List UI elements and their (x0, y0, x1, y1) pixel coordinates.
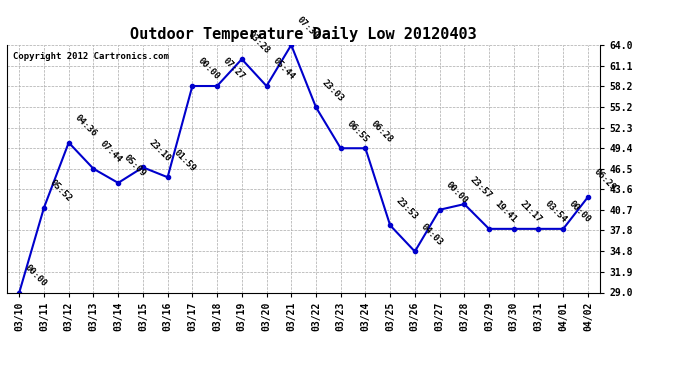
Text: 07:30: 07:30 (295, 15, 321, 41)
Text: 07:27: 07:27 (221, 57, 246, 82)
Text: 00:00: 00:00 (567, 200, 593, 225)
Text: 23:10: 23:10 (147, 138, 172, 163)
Text: 01:59: 01:59 (172, 148, 197, 173)
Text: 06:28: 06:28 (370, 119, 395, 144)
Text: 05:44: 05:44 (270, 57, 296, 82)
Text: 21:17: 21:17 (518, 200, 543, 225)
Text: 23:03: 23:03 (320, 78, 346, 103)
Text: 00:00: 00:00 (23, 263, 49, 288)
Text: 06:29: 06:29 (592, 168, 618, 193)
Text: 00:00: 00:00 (444, 180, 469, 206)
Text: 03:28: 03:28 (246, 30, 271, 55)
Text: 07:44: 07:44 (97, 139, 123, 165)
Text: 05:09: 05:09 (122, 153, 148, 179)
Title: Outdoor Temperature Daily Low 20120403: Outdoor Temperature Daily Low 20120403 (130, 27, 477, 42)
Text: 23:57: 23:57 (469, 175, 494, 200)
Text: 23:53: 23:53 (394, 196, 420, 221)
Text: 05:52: 05:52 (48, 178, 74, 204)
Text: 04:03: 04:03 (419, 222, 444, 248)
Text: 03:54: 03:54 (542, 200, 568, 225)
Text: 00:00: 00:00 (197, 57, 222, 82)
Text: 19:41: 19:41 (493, 200, 519, 225)
Text: Copyright 2012 Cartronics.com: Copyright 2012 Cartronics.com (13, 53, 169, 62)
Text: 04:36: 04:36 (73, 113, 98, 138)
Text: 06:55: 06:55 (345, 119, 371, 144)
